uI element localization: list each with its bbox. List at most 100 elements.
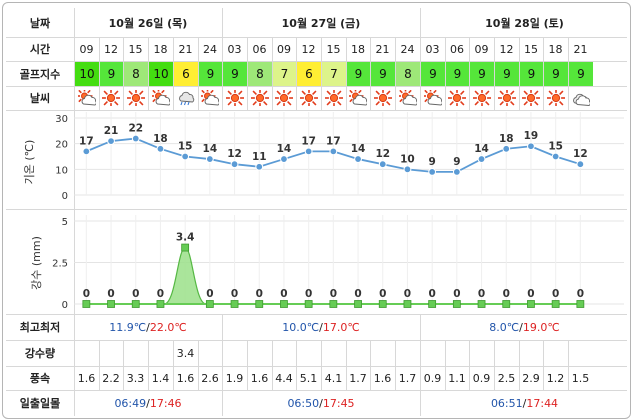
precipitation-value-label: 0: [478, 288, 485, 300]
hour-cell: 09: [474, 42, 489, 56]
temperature-point: [502, 144, 511, 153]
precipitation-value-label: 0: [256, 288, 263, 300]
precipitation-point: [181, 243, 190, 252]
sunny-icon: [102, 90, 120, 106]
temperature-value-label: 12: [375, 148, 390, 160]
row-divider: [6, 86, 627, 87]
row-divider: [6, 390, 627, 391]
precipitation-point: [354, 300, 362, 308]
sunrise-time: 06:51: [490, 396, 523, 410]
y-tick-label: 0: [62, 191, 68, 202]
y-axis-label: 기온 (℃): [23, 140, 36, 185]
precipitation-value-label: 0: [577, 288, 584, 300]
golf-index-cell: 9: [347, 62, 370, 86]
golf-index-cell: 8: [248, 62, 272, 86]
hour-divider: [173, 37, 174, 61]
temperature-point: [205, 155, 214, 163]
day-divider: [420, 390, 421, 416]
hour-divider: [247, 86, 248, 110]
hour-divider: [494, 340, 495, 366]
hour-divider: [543, 61, 544, 86]
temperature-point: [354, 155, 362, 163]
hour-divider: [148, 366, 149, 390]
precipitation-value-label: 0: [379, 288, 386, 300]
temperature-value-label: 10: [400, 153, 415, 165]
hour-divider: [445, 340, 446, 366]
temperature-point: [428, 168, 437, 176]
hour-divider: [519, 37, 520, 61]
golf-index-cell: 6: [174, 62, 198, 86]
cloudy-icon: [572, 93, 590, 106]
sunrise-sunset: 06:51/17:44: [420, 390, 629, 416]
precipitation-label: 강수량: [24, 347, 56, 360]
hour-cell: 03: [227, 42, 242, 56]
temperature-value-label: 12: [227, 148, 242, 160]
hour-cell: 18: [351, 42, 365, 56]
hour-divider: [222, 366, 223, 390]
hour-divider: [148, 340, 149, 366]
row-divider: [6, 37, 627, 38]
hour-divider: [543, 340, 544, 366]
golf-index-label: 골프지수: [19, 67, 61, 81]
partly-cloudy-icon: [77, 90, 96, 106]
hour-divider: [222, 340, 223, 366]
temperature-point: [551, 152, 560, 161]
hour-divider: [469, 366, 470, 390]
day-header: 10월 28일 (토): [485, 16, 564, 30]
hour-divider: [494, 37, 495, 61]
hour-divider: [272, 37, 273, 61]
hour-divider: [222, 61, 223, 86]
precipitation-value-label: 0: [354, 288, 361, 300]
precipitation-value-label: 0: [206, 288, 213, 300]
wind-cell: 2.2: [102, 371, 120, 385]
hour-divider: [445, 366, 446, 390]
wind-cell: 1.2: [546, 371, 565, 385]
partly-cloudy-icon: [201, 90, 219, 106]
precipitation-value-label: 0: [231, 288, 238, 300]
hour-divider: [420, 86, 421, 110]
golf-index-cell: 10: [149, 62, 173, 86]
time-separator: /: [319, 396, 323, 410]
wind-cell: 2.5: [497, 371, 516, 385]
wind-cell: 4.1: [324, 371, 343, 385]
weather-label: 날씨: [29, 92, 51, 105]
temperature-value-label: 19: [524, 130, 539, 142]
hour-divider: [247, 366, 248, 390]
wind-cell: 1.9: [225, 371, 244, 385]
hour-divider: [519, 61, 520, 86]
y-tick-label: 10: [55, 165, 68, 176]
time-separator: /: [522, 396, 527, 410]
precipitation-point: [304, 300, 313, 308]
temperature-value-label: 14: [351, 143, 366, 155]
row-divider: [6, 314, 627, 315]
hour-divider: [346, 340, 347, 366]
precipitation-value-label: 0: [453, 288, 460, 300]
precipitation-point: [329, 300, 338, 308]
hour-divider: [370, 61, 371, 86]
hour-cell: 15: [524, 42, 538, 56]
precipitation-value-label: 0: [330, 288, 337, 300]
hour-divider: [346, 37, 347, 61]
hour-cell: 03: [425, 42, 440, 56]
precip-cell: 3.4: [176, 346, 195, 360]
golf-index-cell: 7: [322, 62, 346, 86]
precipitation-value-label: 0: [428, 288, 435, 300]
temperature-point: [156, 144, 165, 153]
wind-cell: 0.9: [472, 371, 491, 385]
precipitation-point: [205, 300, 214, 308]
time-separator: /: [146, 396, 150, 410]
weather-cell: [123, 86, 148, 110]
hour-divider: [247, 37, 248, 61]
hour-divider: [198, 61, 199, 86]
wind-cell: 4.4: [275, 371, 293, 385]
precipitation-value-label: 0: [503, 288, 510, 300]
sunny-icon: [472, 90, 491, 106]
golf-index-cell: 7: [273, 62, 296, 86]
hour-divider: [123, 366, 124, 390]
weather-cell: [568, 86, 593, 110]
temperature-value-label: 15: [548, 141, 563, 153]
hour-cell: 06: [450, 42, 464, 56]
weather-cell: [321, 86, 346, 110]
day-divider: [222, 314, 223, 340]
